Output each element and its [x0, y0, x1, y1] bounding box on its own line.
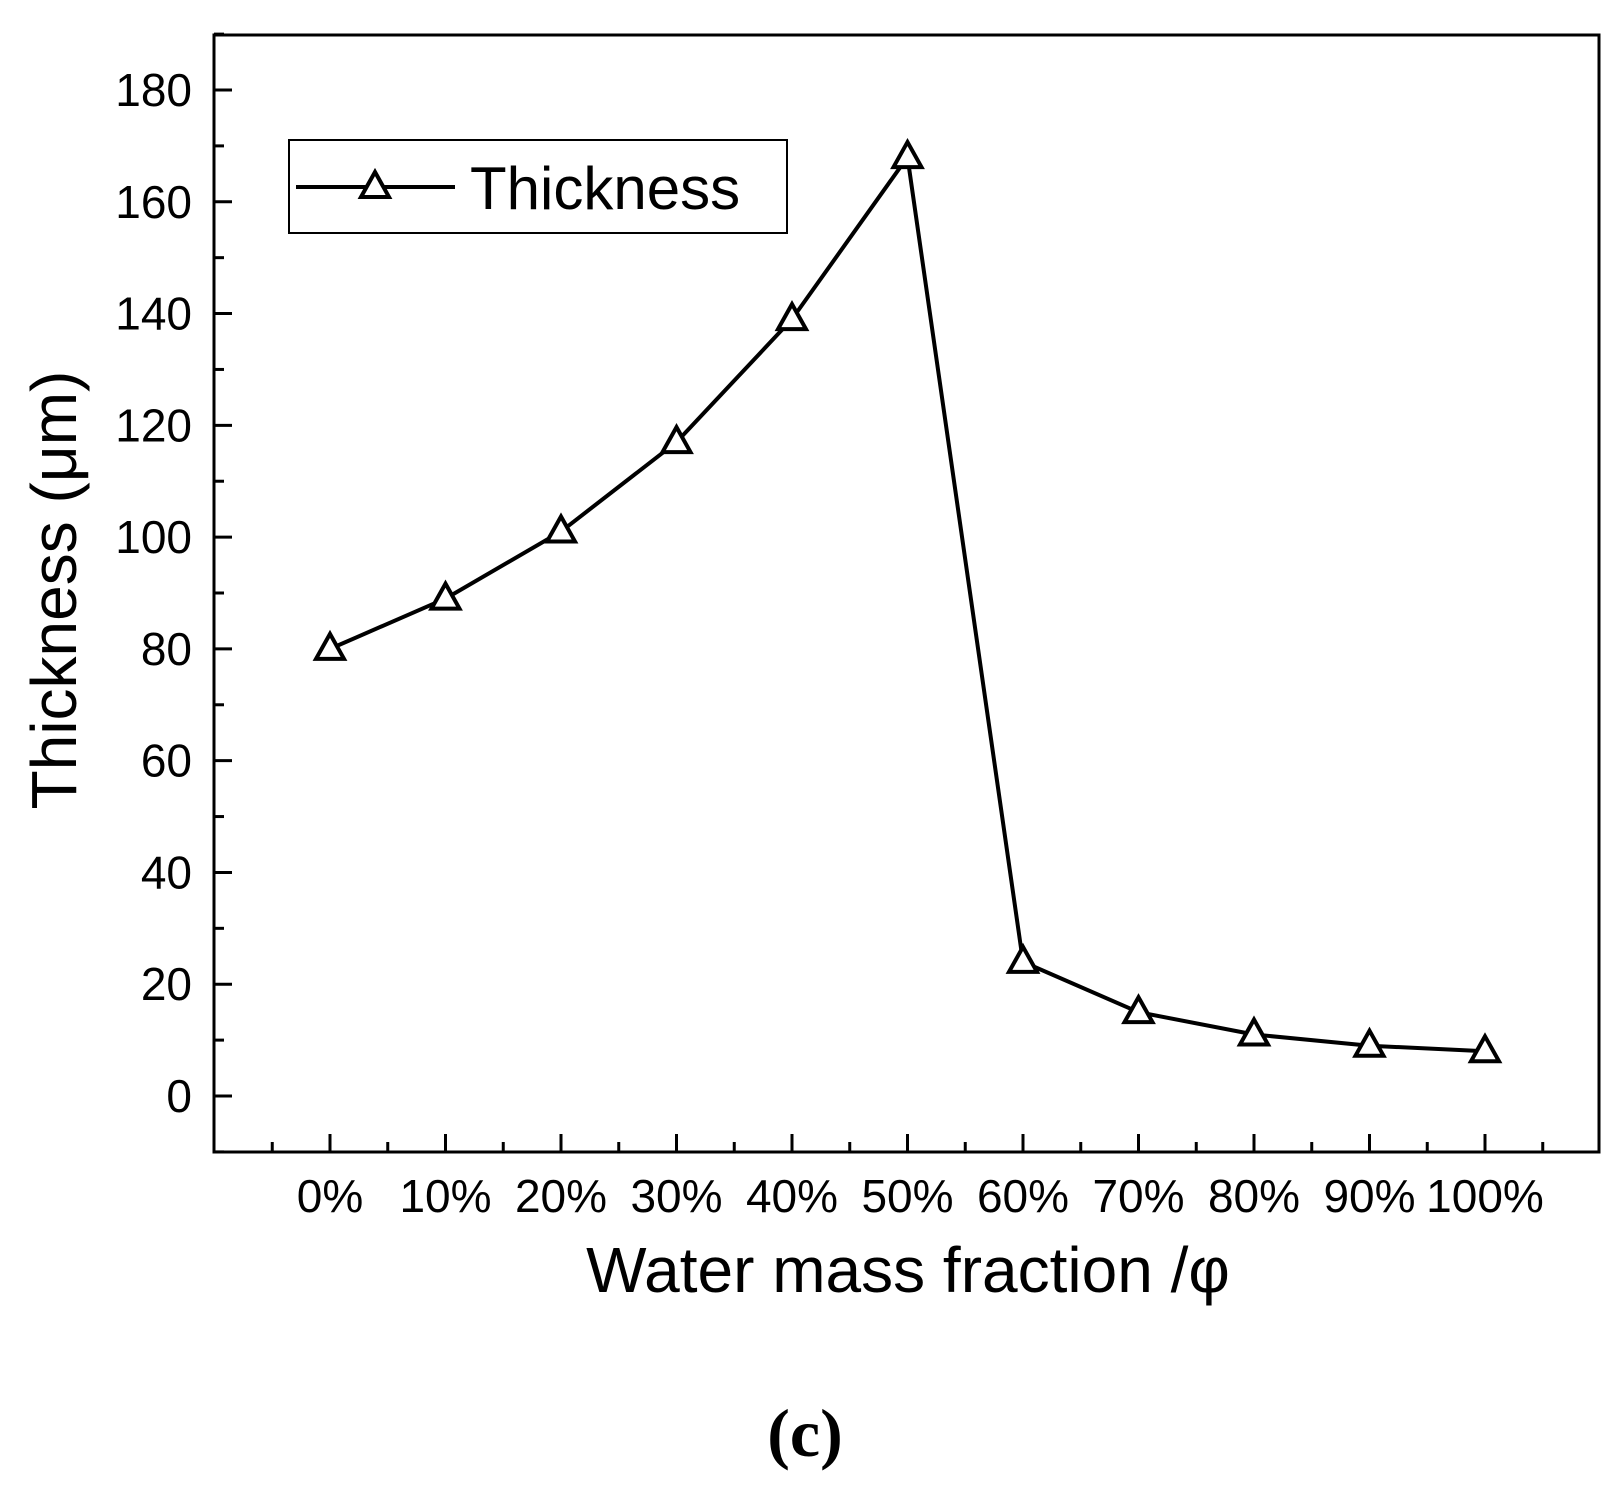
- data-point: [312, 629, 348, 661]
- x-tick-label: 100%: [1426, 1170, 1544, 1222]
- y-axis-ticks: 0 20 40 60 80 100 120 140 160 180: [115, 32, 232, 1154]
- x-axis-title: Water mass fraction /φ: [586, 1234, 1230, 1306]
- series-line: [329, 155, 1486, 1054]
- y-tick-label: 40: [141, 846, 192, 898]
- x-tick-label: 20%: [515, 1170, 607, 1222]
- x-tick-label: 40%: [746, 1170, 838, 1222]
- y-tick-label: 60: [141, 735, 192, 787]
- y-tick-label: 140: [115, 288, 192, 340]
- data-point: [890, 137, 925, 170]
- x-tick-label: 30%: [630, 1170, 722, 1222]
- y-axis-title: Thickness (μm): [18, 371, 90, 810]
- x-tick-label: 60%: [977, 1170, 1069, 1222]
- y-tick-label: 160: [115, 176, 192, 228]
- legend-marker: [357, 167, 393, 199]
- y-tick-label: 20: [141, 958, 192, 1010]
- data-point: [1352, 1026, 1387, 1058]
- legend: Thickness: [288, 139, 788, 234]
- data-point: [428, 579, 463, 611]
- y-tick-label: 120: [115, 399, 192, 451]
- legend-label: Thickness: [470, 155, 740, 222]
- x-tick-label: 0%: [297, 1170, 363, 1222]
- panel-label: (c): [767, 1395, 842, 1471]
- x-axis-ticks: 0% 10% 20% 30% 40% 50% 60% 70% 80% 90% 100%: [270, 1134, 1545, 1222]
- y-tick-label: 0: [166, 1070, 192, 1122]
- y-tick-label: 100: [115, 511, 192, 563]
- data-point: [1467, 1032, 1503, 1064]
- data-point: [659, 423, 694, 455]
- x-tick-label: 80%: [1208, 1170, 1300, 1222]
- x-tick-label: 90%: [1323, 1170, 1415, 1222]
- y-tick-label: 180: [115, 64, 192, 116]
- data-point: [1121, 993, 1156, 1025]
- data-point: [1236, 1015, 1272, 1047]
- data-point: [1005, 942, 1041, 974]
- x-tick-label: 10%: [399, 1170, 491, 1222]
- data-point: [543, 512, 579, 544]
- x-tick-label: 70%: [1092, 1170, 1184, 1222]
- y-tick-label: 80: [141, 623, 192, 675]
- data-point: [774, 300, 810, 332]
- x-tick-label: 50%: [861, 1170, 953, 1222]
- series-thickness: [312, 137, 1503, 1064]
